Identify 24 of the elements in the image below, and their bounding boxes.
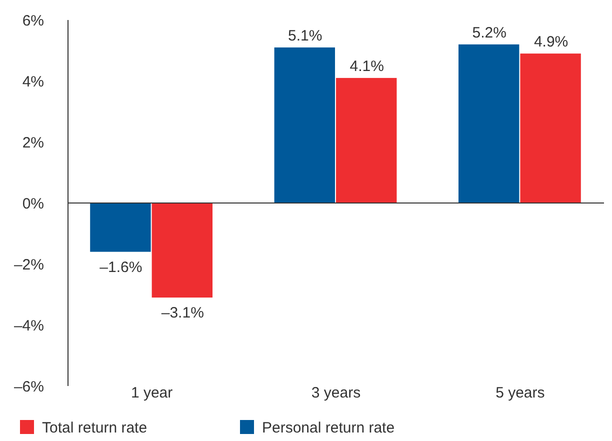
bar [520, 54, 581, 203]
legend-label: Total return rate [42, 419, 148, 436]
data-label: –1.6% [100, 258, 142, 276]
bar [152, 203, 213, 298]
y-tick-label: –4% [14, 317, 44, 334]
bar [90, 203, 151, 252]
y-tick-label: –6% [14, 378, 44, 396]
data-label: 5.1% [288, 27, 322, 44]
legend-label: Personal return rate [262, 419, 395, 436]
data-label: 4.9% [534, 34, 568, 51]
y-tick-label: 2% [22, 134, 44, 152]
data-label: –3.1% [161, 304, 204, 322]
bar [458, 44, 520, 203]
y-tick-label: 6% [22, 12, 44, 30]
data-label: 5.2% [472, 24, 506, 42]
bar [336, 78, 397, 203]
x-tick-label: 1 year [130, 384, 173, 402]
y-tick-label: –2% [14, 256, 44, 274]
y-tick-label: 4% [22, 73, 44, 90]
x-tick-label: 3 years [311, 384, 361, 402]
data-label: 4.1% [350, 58, 384, 75]
bar [274, 47, 335, 203]
y-tick-label: 0% [22, 195, 44, 212]
x-tick-label: 5 years [496, 384, 545, 402]
